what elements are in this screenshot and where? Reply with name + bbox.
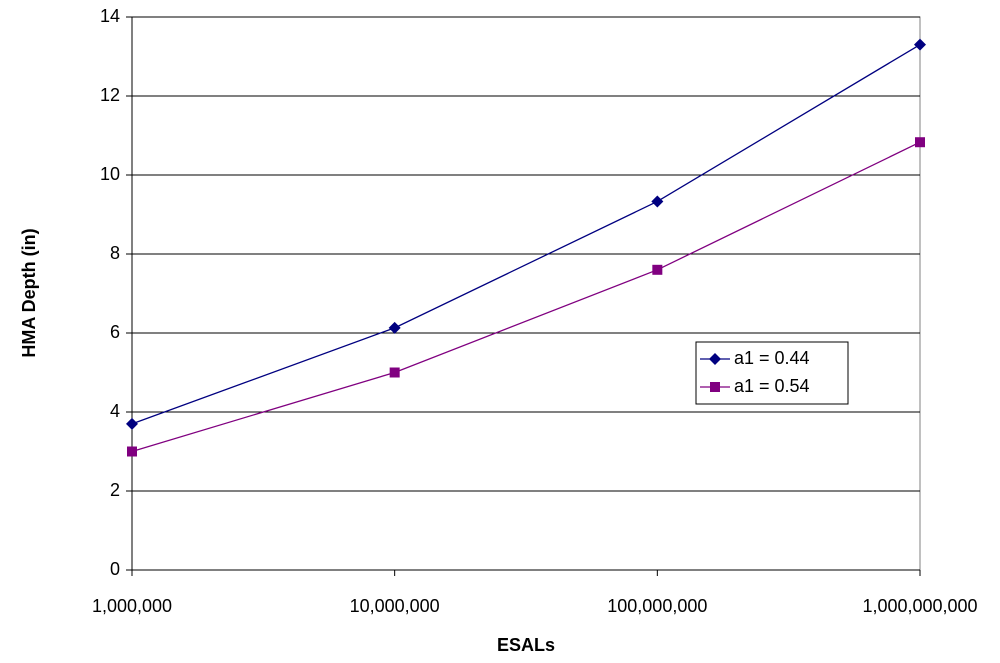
x-tick-label: 100,000,000 [607,596,707,616]
marker [651,195,664,208]
marker [914,38,926,51]
marker [388,321,401,334]
x-tick-label: 1,000,000,000 [862,596,977,616]
series-line [131,141,921,453]
marker [709,353,721,365]
marker [710,382,720,392]
marker [126,417,138,430]
y-tick-label: 8 [110,243,120,263]
y-axis-title: HMA Depth (in) [19,228,39,357]
y-tick-label: 10 [100,164,120,184]
series-line [131,44,921,425]
legend-label: a1 = 0.54 [734,376,810,396]
marker [389,367,400,378]
x-tick-label: 10,000,000 [350,596,440,616]
y-tick-label: 12 [100,85,120,105]
y-tick-label: 6 [110,322,120,342]
legend-label: a1 = 0.44 [734,348,810,368]
marker [127,446,137,457]
plot-area [131,16,921,571]
x-tick-label: 1,000,000 [92,596,172,616]
legend [695,341,849,405]
y-tick-label: 14 [100,6,120,26]
y-tick-label: 2 [110,480,120,500]
y-tick-label: 4 [110,401,120,421]
marker [915,137,925,148]
marker [652,264,663,275]
y-tick-label: 0 [110,559,120,579]
x-axis-title: ESALs [497,635,555,655]
